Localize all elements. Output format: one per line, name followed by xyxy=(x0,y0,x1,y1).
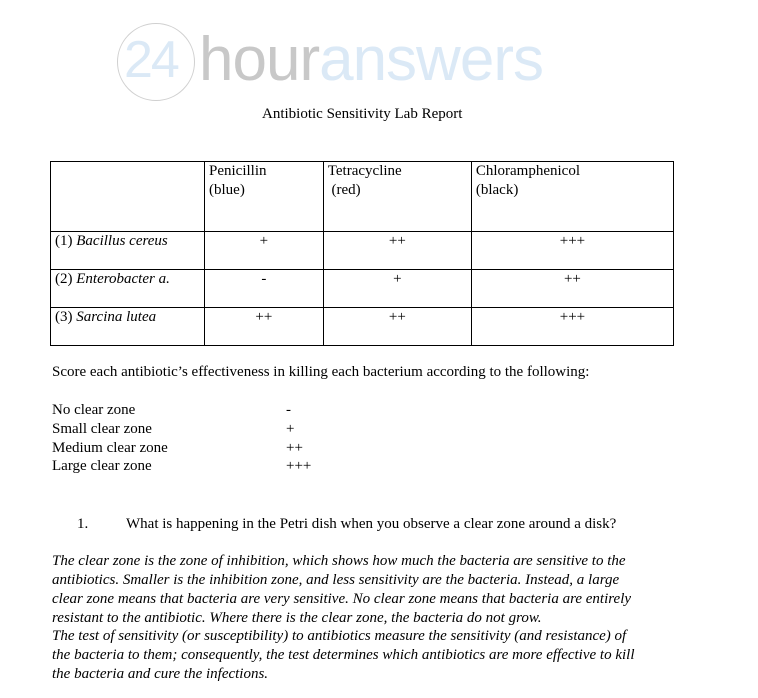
antibiotic-color: (black) xyxy=(475,182,519,198)
organism-cell: (2) Enterobacter a. xyxy=(50,269,205,308)
antibiotic-name: Tetracycline xyxy=(327,163,402,179)
header-cell: Chloramphenicol (black) xyxy=(470,161,675,232)
header-cell: Tetracycline (red) xyxy=(322,161,472,232)
logo-answers: answers xyxy=(319,25,544,94)
results-table: Penicillin (blue) Tetracycline (red) Chlo… xyxy=(50,161,675,346)
legend-score: + xyxy=(286,421,295,437)
answer-line: the bacteria to them; consequently, the … xyxy=(52,647,635,663)
logo-number: 24 xyxy=(124,31,180,89)
legend-score: ++ xyxy=(286,440,303,456)
answer-line: clear zone means that bacteria are very … xyxy=(52,591,632,607)
legend-label: Large clear zone xyxy=(52,458,152,474)
score-cell: ++ xyxy=(470,269,675,308)
answer-line: The test of sensitivity (or susceptibili… xyxy=(52,628,627,644)
table-row: (1) Bacillus cereus + ++ +++ xyxy=(50,231,675,270)
logo: 24 houranswers xyxy=(115,22,595,102)
legend-score: - xyxy=(286,402,291,418)
question-text: What is happening in the Petri dish when… xyxy=(126,516,617,532)
logo-wordmark: houranswers xyxy=(199,24,544,95)
table-row: (3) Sarcina lutea ++ ++ +++ xyxy=(50,307,675,346)
legend-label: Small clear zone xyxy=(52,421,152,437)
answer-line: the bacteria and cure the infections. xyxy=(52,666,269,682)
table-header-row: Penicillin (blue) Tetracycline (red) Chlo… xyxy=(50,161,675,232)
antibiotic-name: Penicillin xyxy=(209,163,267,179)
page-title: Antibiotic Sensitivity Lab Report xyxy=(262,106,463,122)
question-number: 1. xyxy=(77,516,89,532)
organism-name: Enterobacter a. xyxy=(76,271,170,287)
score-cell: ++ xyxy=(322,307,472,346)
antibiotic-name: Chloramphenicol xyxy=(475,163,581,179)
score-cell: ++ xyxy=(204,307,324,346)
answer-line: resistant to the antibiotic. Where there… xyxy=(52,610,542,626)
header-cell: Penicillin (blue) xyxy=(204,161,324,232)
score-cell: ++ xyxy=(322,231,472,270)
antibiotic-color: (red) xyxy=(331,182,361,198)
logo-hour: hour xyxy=(199,25,320,94)
legend-score: +++ xyxy=(286,458,312,474)
corner-cell xyxy=(50,161,205,232)
answer-line: antibiotics. Smaller is the inhibition z… xyxy=(52,572,620,588)
score-cell: +++ xyxy=(470,231,675,270)
answer-line: The clear zone is the zone of inhibition… xyxy=(52,553,626,569)
row-number: (1) xyxy=(55,233,73,249)
legend-label: No clear zone xyxy=(52,402,136,418)
organism-name: Sarcina lutea xyxy=(76,309,157,325)
row-number: (2) xyxy=(55,271,73,287)
antibiotic-color: (blue) xyxy=(209,182,245,198)
score-cell: +++ xyxy=(470,307,675,346)
instructions: Score each antibiotic’s effectiveness in… xyxy=(52,364,590,380)
legend-label: Medium clear zone xyxy=(52,440,168,456)
row-number: (3) xyxy=(55,309,73,325)
score-cell: + xyxy=(204,231,324,270)
table-row: (2) Enterobacter a. - + ++ xyxy=(50,269,675,308)
organism-cell: (3) Sarcina lutea xyxy=(50,307,205,346)
organism-name: Bacillus cereus xyxy=(76,233,168,249)
organism-cell: (1) Bacillus cereus xyxy=(50,231,205,270)
score-cell: - xyxy=(204,269,324,308)
logo-circle xyxy=(117,23,195,101)
score-cell: + xyxy=(322,269,472,308)
